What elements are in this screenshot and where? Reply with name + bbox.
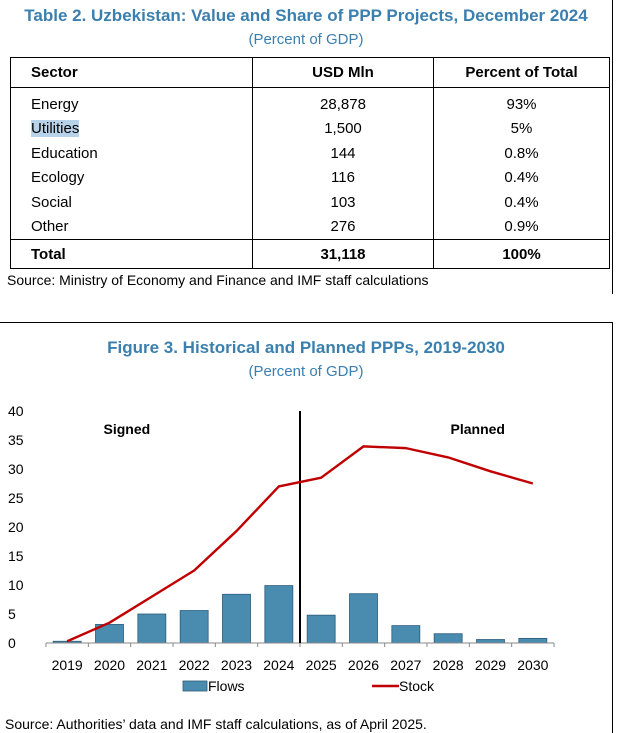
table-row: Energy 28,878 93% <box>10 87 610 117</box>
cell-usd: 103 <box>252 190 434 215</box>
ppp-table: Sector USD Mln Percent of Total Energy 28… <box>10 57 610 269</box>
y-tick-label: 35 <box>8 432 24 448</box>
table-row: Education 144 0.8% <box>10 141 610 166</box>
cell-pct: 93% <box>433 87 610 117</box>
header-usd: USD Mln <box>252 57 434 88</box>
x-tick-label: 2028 <box>433 657 464 673</box>
total-usd: 31,118 <box>252 239 434 269</box>
total-pct: 100% <box>433 239 610 269</box>
cell-pct: 5% <box>433 116 610 141</box>
flows-bar <box>349 593 378 644</box>
annotation-planned: Planned <box>451 421 505 437</box>
flows-bar <box>518 637 548 644</box>
cell-sector: Other <box>10 214 253 240</box>
flows-bar <box>306 614 336 644</box>
cell-pct: 0.4% <box>433 165 610 190</box>
y-tick-label: 15 <box>8 548 24 564</box>
flows-bar <box>137 613 167 644</box>
table-total-row: Total 31,118 100% <box>10 239 610 269</box>
sector-label: Other <box>31 218 69 236</box>
x-tick-label: 2026 <box>348 657 379 673</box>
cell-pct: 0.4% <box>433 190 610 215</box>
x-tick-label: 2023 <box>221 657 252 673</box>
cell-sector: Utilities <box>10 116 253 141</box>
cell-usd: 144 <box>252 141 434 166</box>
x-tick-label: 2027 <box>390 657 421 673</box>
table-subtitle: (Percent of GDP) <box>248 31 364 48</box>
figure-title: Figure 3. Historical and Planned PPPs, 2… <box>107 338 505 357</box>
cell-pct: 0.8% <box>433 141 610 166</box>
y-tick-label: 0 <box>8 635 16 651</box>
x-tick-label: 2022 <box>179 657 210 673</box>
figure-panel: Figure 3. Historical and Planned PPPs, 2… <box>0 322 613 733</box>
x-tick-label: 2029 <box>475 657 506 673</box>
x-tick-label: 2025 <box>306 657 337 673</box>
flows-bar <box>476 639 505 644</box>
cell-sector: Ecology <box>10 165 253 190</box>
total-sector: Total <box>10 239 253 269</box>
table-header-row: Sector USD Mln Percent of Total <box>10 57 610 88</box>
figure-source: Source: Authorities’ data and IMF staff … <box>5 716 427 732</box>
flows-bar <box>433 633 463 644</box>
table-title: Table 2. Uzbekistan: Value and Share of … <box>24 6 588 25</box>
cell-usd: 28,878 <box>252 87 434 117</box>
cell-usd: 116 <box>252 165 434 190</box>
flows-bar <box>179 610 209 644</box>
table-row: Utilities 1,500 5% <box>10 116 610 141</box>
cell-usd: 276 <box>252 214 434 240</box>
sector-label: Energy <box>31 95 79 113</box>
cell-pct: 0.9% <box>433 214 610 240</box>
y-tick-label: 20 <box>8 519 24 535</box>
table-panel: Table 2. Uzbekistan: Value and Share of … <box>0 0 613 294</box>
cell-sector: Energy <box>10 87 253 117</box>
legend-stock-label: Stock <box>399 678 435 694</box>
y-tick-label: 40 <box>8 403 24 419</box>
table-row: Social 103 0.4% <box>10 190 610 215</box>
figure-subtitle: (Percent of GDP) <box>248 363 364 380</box>
y-tick-label: 5 <box>8 606 16 622</box>
sector-label: Ecology <box>31 169 85 187</box>
x-tick-label: 2021 <box>136 657 167 673</box>
header-pct: Percent of Total <box>433 57 610 88</box>
sector-label: Education <box>31 144 98 162</box>
cell-sector: Social <box>10 190 253 215</box>
header-sector: Sector <box>10 57 253 88</box>
x-tick-label: 2024 <box>263 657 294 673</box>
flows-bar <box>222 593 251 644</box>
x-tick-label: 2019 <box>52 657 83 673</box>
sector-label: Utilities <box>31 120 80 138</box>
flows-bar <box>264 585 294 644</box>
legend-flows-label: Flows <box>208 678 245 694</box>
sector-label: Social <box>31 193 72 211</box>
table-row: Ecology 116 0.4% <box>10 165 610 190</box>
table-row: Other 276 0.9% <box>10 214 610 240</box>
legend-flows-swatch <box>182 680 208 692</box>
x-tick-label: 2030 <box>517 657 548 673</box>
y-tick-label: 25 <box>8 490 24 506</box>
y-tick-label: 10 <box>8 577 24 593</box>
table-source: Source: Ministry of Economy and Finance … <box>7 272 429 288</box>
annotation-signed: Signed <box>104 421 151 437</box>
stock-line <box>66 445 534 643</box>
cell-sector: Education <box>10 141 253 166</box>
flows-bar <box>391 625 421 644</box>
cell-usd: 1,500 <box>252 116 434 141</box>
x-tick-label: 2020 <box>94 657 125 673</box>
y-tick-label: 30 <box>8 461 24 477</box>
